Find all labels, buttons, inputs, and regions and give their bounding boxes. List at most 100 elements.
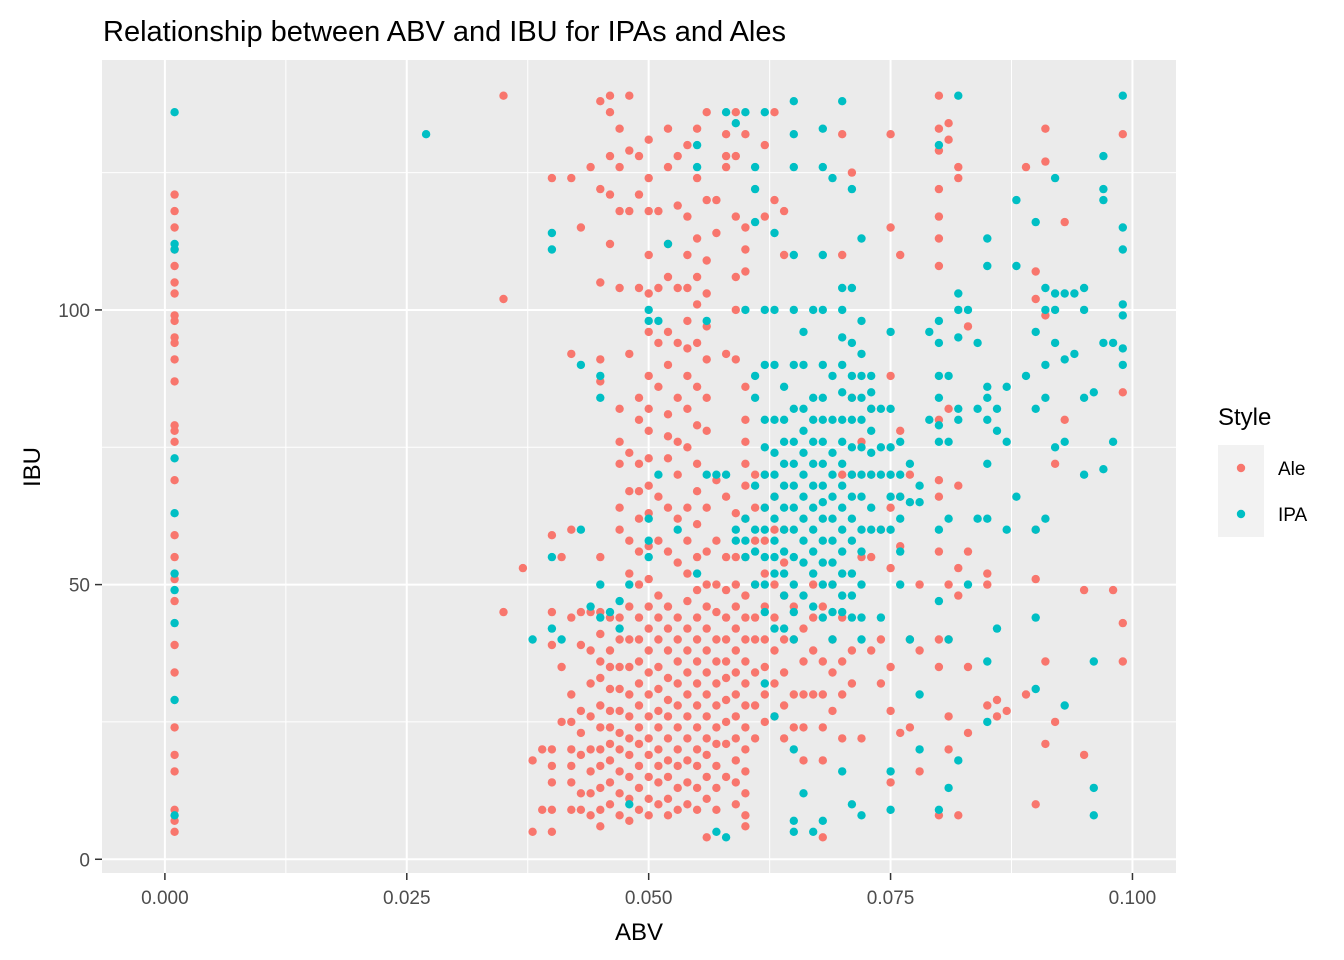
- data-point-ale: [1108, 585, 1118, 595]
- data-point-ipa: [876, 613, 886, 622]
- data-point-ale: [1041, 157, 1050, 166]
- data-point-ale: [615, 437, 624, 446]
- data-point-ale: [586, 789, 595, 798]
- data-point-ale: [586, 162, 595, 172]
- data-point-ale: [886, 778, 895, 787]
- data-point-ipa: [818, 360, 827, 370]
- data-point-ipa: [944, 437, 953, 446]
- data-point-ale: [654, 778, 663, 787]
- data-point-ale: [731, 624, 740, 633]
- data-point-ale: [721, 772, 731, 782]
- data-point-ipa: [915, 690, 924, 699]
- data-point-ale: [692, 459, 702, 468]
- data-point-ale: [963, 728, 973, 738]
- data-point-ipa: [644, 514, 653, 523]
- data-point-ipa: [170, 585, 179, 595]
- data-point-ale: [731, 552, 740, 562]
- data-point-ale: [712, 228, 721, 238]
- data-point-ipa: [615, 596, 624, 606]
- data-point-ale: [683, 316, 692, 326]
- data-point-ale: [702, 712, 711, 721]
- data-point-ale: [644, 734, 653, 743]
- data-point-ale: [673, 761, 682, 771]
- data-point-ale: [567, 173, 576, 183]
- data-point-ipa: [596, 371, 605, 381]
- y-tick-label: 0: [79, 850, 90, 871]
- data-point-ale: [692, 783, 702, 793]
- data-point-ale: [741, 701, 750, 710]
- data-point-ale: [673, 701, 682, 710]
- data-point-ale: [828, 668, 837, 677]
- data-point-ipa: [818, 393, 827, 402]
- data-point-ipa: [789, 360, 798, 370]
- data-point-ale: [731, 602, 740, 611]
- data-point-ale: [673, 393, 682, 402]
- data-point-ipa: [857, 393, 866, 402]
- data-point-ale: [644, 206, 653, 216]
- data-point-ale: [692, 761, 702, 771]
- data-point-ipa: [1031, 404, 1040, 413]
- data-point-ipa: [896, 580, 905, 589]
- x-tick-label: 0.050: [625, 888, 673, 909]
- data-point-ale: [673, 151, 682, 161]
- data-point-ipa: [741, 108, 750, 117]
- data-point-ale: [634, 783, 644, 793]
- data-point-ipa: [896, 470, 905, 479]
- data-point-ale: [886, 662, 895, 672]
- data-point-ipa: [789, 525, 798, 534]
- data-point-ipa: [818, 613, 827, 622]
- data-point-ale: [605, 739, 615, 749]
- data-point-ipa: [789, 404, 798, 413]
- data-point-ipa: [702, 316, 711, 326]
- data-point-ale: [1041, 657, 1050, 666]
- data-point-ale: [170, 355, 179, 364]
- x-axis-title: ABV: [615, 919, 663, 946]
- data-point-ipa: [983, 717, 992, 727]
- data-point-ale: [838, 690, 847, 699]
- data-point-ipa: [992, 404, 1002, 413]
- data-point-ipa: [1012, 492, 1021, 501]
- data-point-ale: [1031, 574, 1040, 584]
- data-point-ale: [731, 646, 740, 655]
- data-point-ale: [954, 481, 963, 490]
- data-point-ipa: [818, 415, 827, 424]
- data-point-ale: [644, 794, 653, 803]
- data-point-ale: [567, 805, 576, 814]
- data-point-ale: [1060, 217, 1069, 227]
- data-point-ale: [702, 256, 711, 265]
- data-point-ale: [1050, 459, 1060, 468]
- data-point-ipa: [760, 415, 769, 424]
- data-point-ale: [547, 827, 557, 836]
- data-point-ipa: [983, 514, 992, 523]
- data-point-ale: [770, 646, 779, 655]
- data-point-ale: [944, 580, 953, 589]
- data-point-ale: [702, 602, 711, 611]
- data-point-ale: [896, 426, 905, 435]
- data-point-ale: [673, 723, 682, 732]
- data-point-ale: [721, 162, 731, 172]
- data-point-ale: [663, 410, 673, 419]
- data-point-ale: [702, 690, 711, 699]
- data-point-ipa: [838, 360, 847, 370]
- data-point-ale: [692, 300, 702, 309]
- data-point-ale: [934, 234, 944, 243]
- data-point-ale: [654, 338, 663, 348]
- data-point-ale: [741, 811, 750, 820]
- data-point-ipa: [170, 509, 179, 518]
- data-point-ale: [731, 272, 740, 282]
- data-point-ipa: [750, 547, 760, 556]
- data-point-ale: [1079, 750, 1089, 760]
- data-point-ale: [702, 393, 711, 402]
- data-point-ale: [992, 712, 1002, 721]
- data-point-ale: [605, 190, 615, 199]
- data-point-ale: [1079, 585, 1089, 595]
- data-point-ipa: [547, 245, 557, 254]
- data-point-ale: [586, 712, 595, 721]
- data-point-ipa: [818, 580, 827, 589]
- data-point-ipa: [779, 569, 789, 578]
- data-point-ale: [721, 739, 731, 749]
- data-point-ipa: [934, 437, 944, 446]
- data-points: [170, 91, 1128, 842]
- data-point-ale: [702, 580, 711, 589]
- data-point-ipa: [170, 245, 179, 254]
